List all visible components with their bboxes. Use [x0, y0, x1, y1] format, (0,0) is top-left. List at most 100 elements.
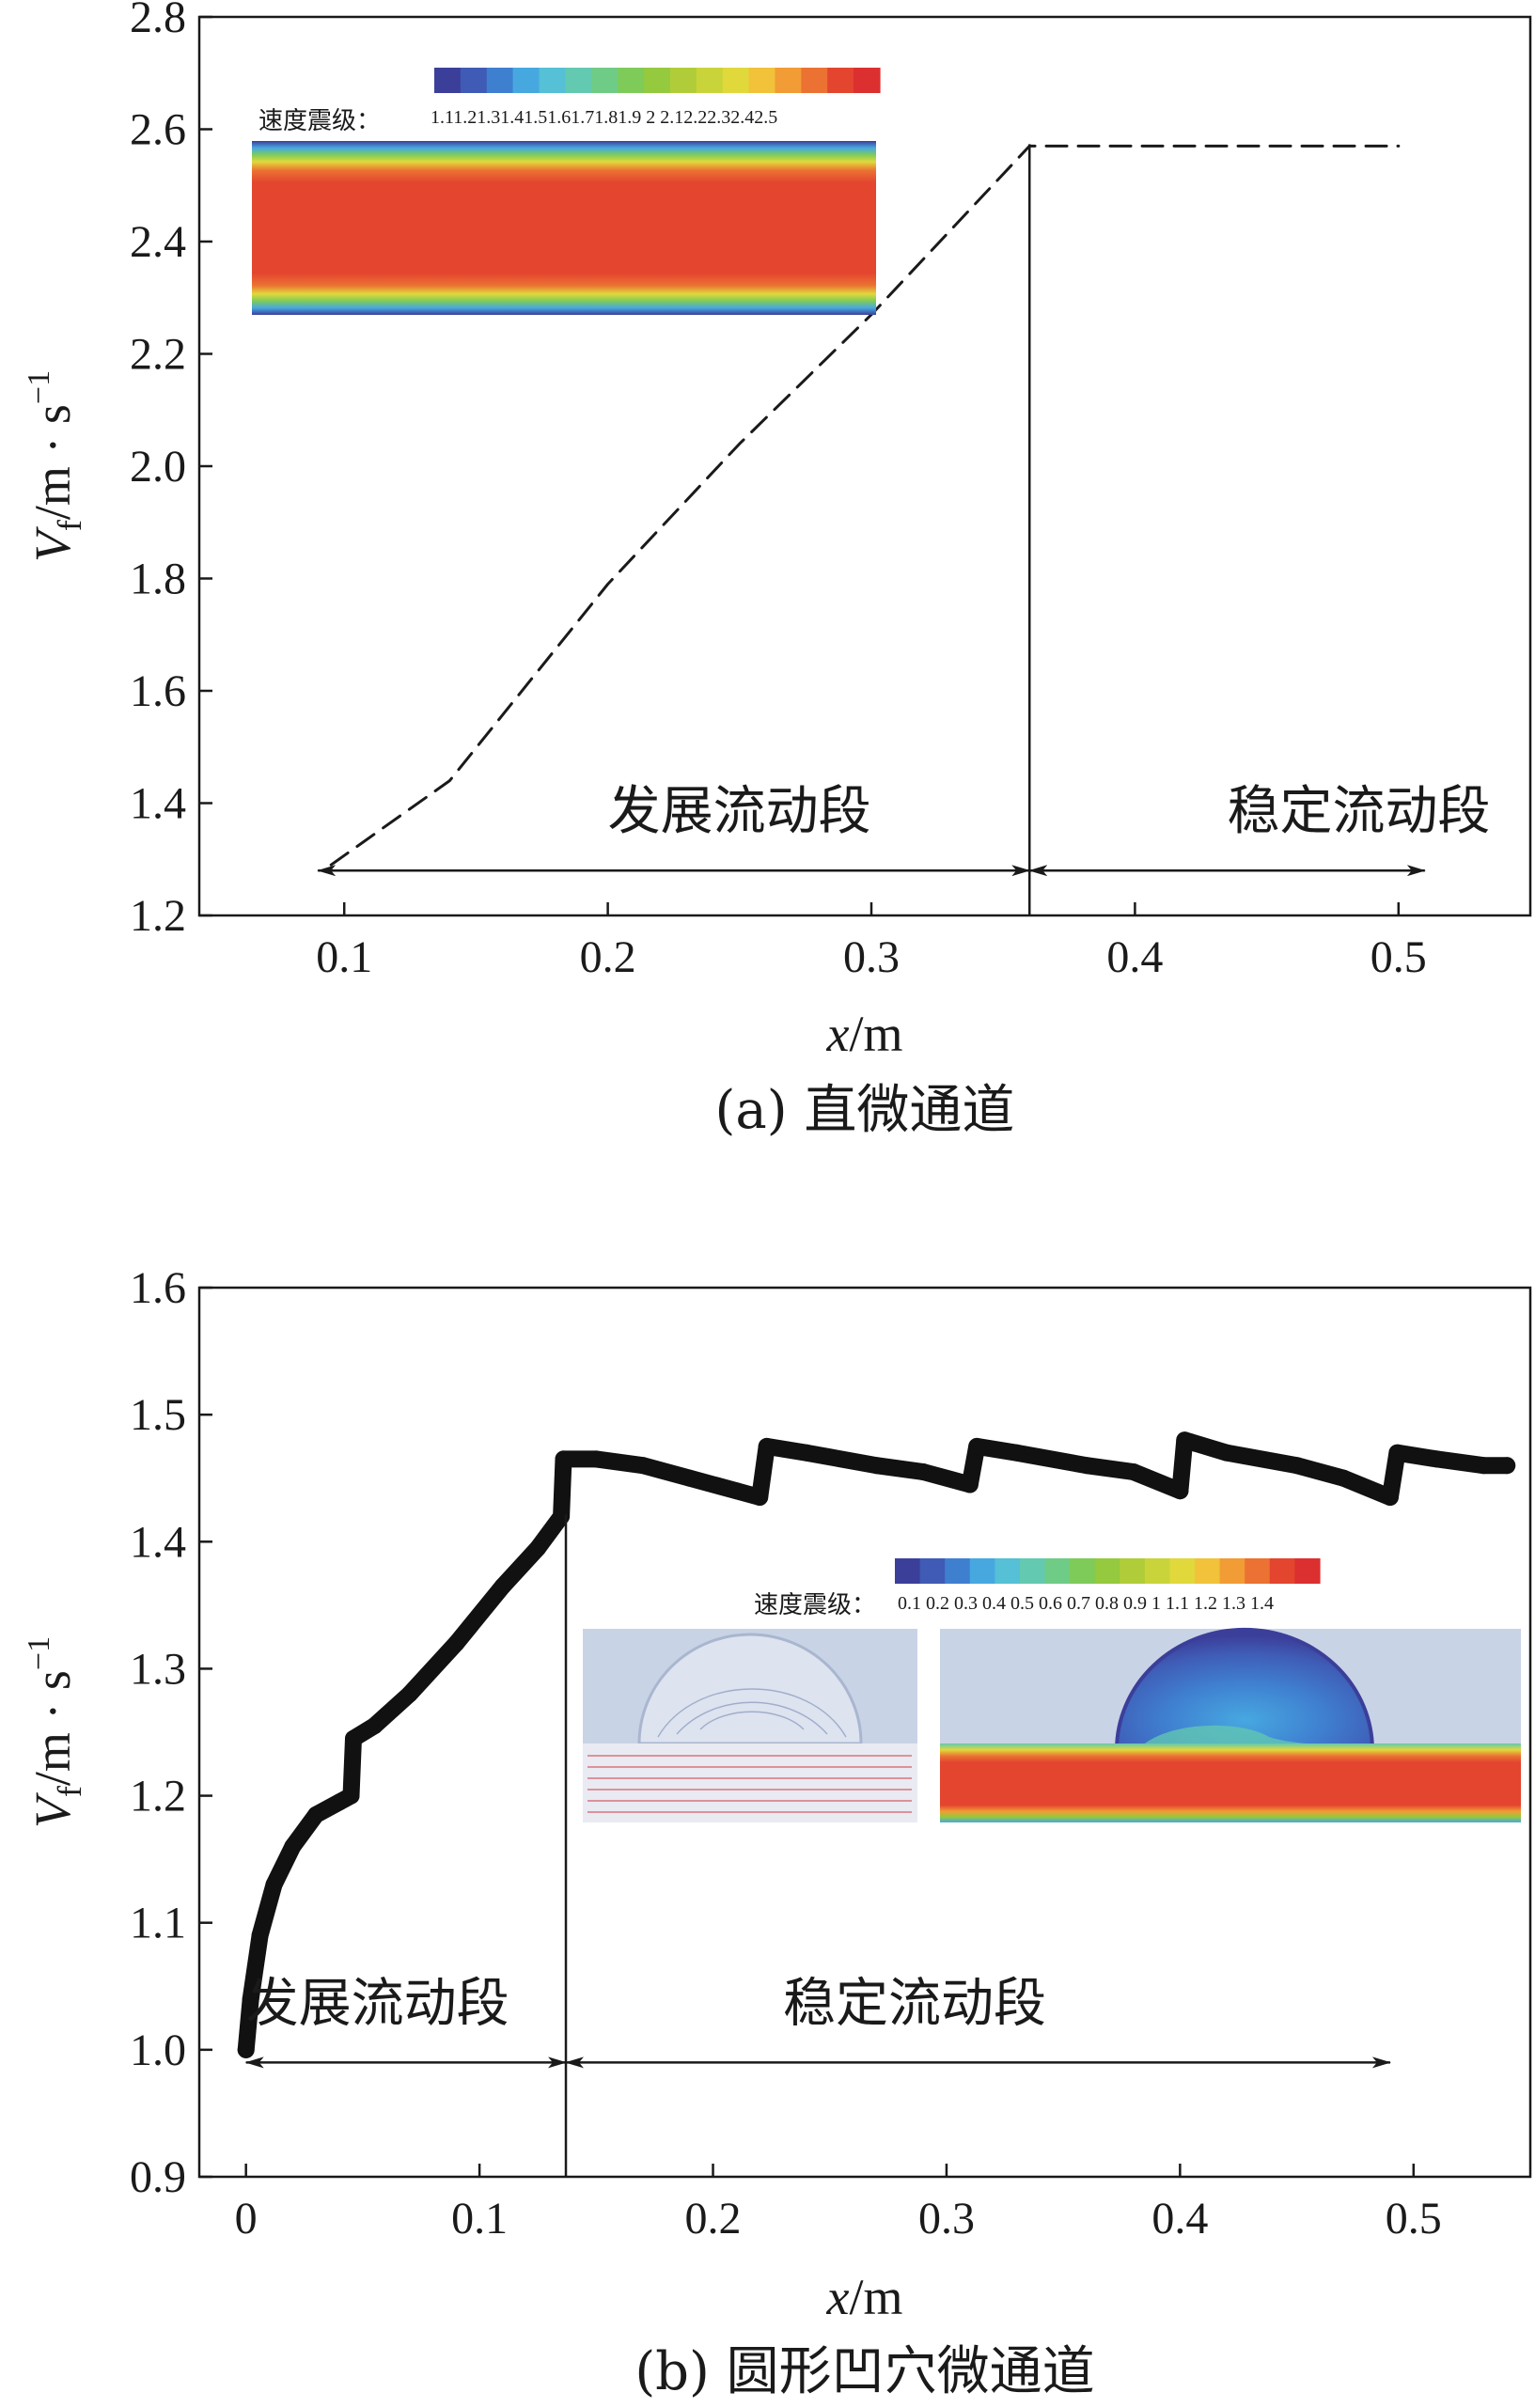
x-tick-label: 0.1 — [316, 932, 372, 982]
y-tick-label: 1.3 — [130, 1644, 186, 1694]
colorbar-swatch — [969, 1558, 995, 1584]
colorbar-swatch — [748, 68, 776, 93]
colorbar-swatch — [1120, 1558, 1146, 1584]
y-tick-label: 2.4 — [130, 217, 186, 267]
y-tick-label: 1.2 — [130, 1772, 186, 1822]
data-point — [728, 1482, 745, 1500]
y-tick-label: 1.4 — [130, 779, 186, 829]
colorbar-swatch — [1219, 1558, 1245, 1584]
data-point — [251, 1927, 269, 1945]
panel-b-chart: 0.9 1.0 1.1 1.2 1.3 1.4 1.5 1.6 0 0.1 0.2 0.3 0.4 0.… — [22, 1263, 1532, 2402]
data-point — [1388, 1444, 1406, 1462]
colorbar-title: 速度震级： — [258, 107, 381, 135]
y-tick-label: 1.8 — [130, 555, 186, 604]
colorbar-swatch — [1169, 1558, 1196, 1584]
data-point — [553, 1508, 571, 1525]
y-tick-label: 1.2 — [130, 891, 186, 941]
data-point — [447, 1634, 465, 1652]
data-point — [1475, 1457, 1493, 1475]
data-point — [307, 1806, 325, 1823]
x-tick-label: 0.2 — [685, 2194, 742, 2244]
data-point — [797, 1444, 815, 1462]
region-label: 稳定流动段 — [1228, 781, 1491, 842]
x-axis-title: x/m — [826, 1006, 903, 1062]
y-tick-label: 2.8 — [130, 0, 186, 42]
data-point — [265, 1876, 283, 1894]
y-tick-label: 1.6 — [130, 1263, 186, 1313]
y-tick-label: 1.4 — [130, 1517, 186, 1567]
data-point — [751, 1489, 769, 1506]
colorbar-swatch — [945, 1558, 971, 1584]
data-point — [1428, 1450, 1446, 1468]
y-tick-label: 2.6 — [130, 105, 186, 155]
x-tick-label: 0 — [235, 2194, 258, 2244]
inset-velocity-contour: 速度震级： 1.11.21.31.41.51.61.71.81.9 2 2.12… — [252, 68, 881, 315]
data-point — [242, 1990, 259, 2008]
colorbar-swatch — [512, 68, 540, 93]
colorbar-swatch — [434, 68, 462, 93]
series-line — [329, 144, 1401, 867]
data-point — [345, 1729, 362, 1747]
data-point — [587, 1450, 605, 1468]
colorbar-ticks: 0.1 0.2 0.3 0.4 0.5 0.6 0.7 0.8 0.9 1 1.… — [898, 1593, 1274, 1614]
y-tick-label: 2.0 — [130, 442, 186, 492]
colorbar-swatch — [722, 68, 750, 93]
contour-panel — [940, 1627, 1521, 1822]
colorbar-swatch — [775, 68, 802, 93]
y-tick-label: 1.0 — [130, 2025, 186, 2075]
y-tick-label: 1.5 — [130, 1390, 186, 1440]
panel-a-chart: 1.2 1.4 1.6 1.8 2.0 2.2 2.4 2.6 2.8 0.1 0.2 0.3 0.4… — [22, 0, 1532, 1141]
inset-cavity-flowfield: 速度震级： 0.1 0.2 0.3 0.4 0.5 0.6 0.7 0.8 0.… — [583, 1558, 1521, 1822]
data-point — [634, 1457, 651, 1475]
data-point — [758, 1437, 775, 1455]
colorbar-swatch — [1044, 1558, 1071, 1584]
panel-caption: (a) 直微通道 — [715, 1080, 1015, 1141]
colorbar-swatch — [565, 68, 592, 93]
data-point — [1176, 1431, 1194, 1449]
panel-caption: (b) 圆形凹穴微通道 — [634, 2341, 1094, 2402]
x-tick-label: 0.5 — [1371, 932, 1427, 982]
colorbar-swatch — [618, 68, 645, 93]
channel-contour — [252, 141, 876, 315]
data-point — [366, 1717, 384, 1735]
colorbar-swatch — [895, 1558, 921, 1584]
data-point — [555, 1450, 572, 1468]
colorbar-swatch — [854, 68, 881, 93]
colorbar-swatch — [696, 68, 724, 93]
colorbar-swatch — [486, 68, 514, 93]
region-label: 稳定流动段 — [783, 1973, 1046, 2034]
data-point — [1078, 1457, 1095, 1475]
x-tick-label: 0.2 — [580, 932, 636, 982]
data-point — [681, 1469, 698, 1487]
y-axis-title: Vf/m · s−1 — [22, 370, 88, 562]
colorbar-swatch — [827, 68, 854, 93]
x-tick-label: 0.4 — [1106, 932, 1163, 982]
data-point — [342, 1787, 360, 1805]
x-tick-label: 0.3 — [843, 932, 900, 982]
colorbar-swatch — [1195, 1558, 1221, 1584]
colorbar-swatch — [995, 1558, 1021, 1584]
colorbar-ticks: 1.11.21.31.41.51.61.71.81.9 2 2.12.22.32… — [431, 107, 777, 128]
data-point — [1218, 1444, 1236, 1462]
data-point — [968, 1437, 986, 1455]
colorbar-swatch — [669, 68, 697, 93]
colorbar-swatch — [1019, 1558, 1046, 1584]
colorbar-swatch — [1094, 1558, 1120, 1584]
data-point — [1171, 1482, 1189, 1500]
colorbar-swatch — [1294, 1558, 1321, 1584]
data-point — [868, 1457, 885, 1475]
data-point — [493, 1577, 511, 1595]
colorbar-swatch — [801, 68, 828, 93]
y-axis-title: Vf/m · s−1 — [22, 1636, 88, 1828]
data-point — [1498, 1457, 1516, 1475]
data-point — [1288, 1457, 1306, 1475]
y-tick-label: 1.1 — [130, 1899, 186, 1948]
data-point — [1124, 1463, 1142, 1480]
colorbar-swatch — [1269, 1558, 1295, 1584]
x-tick-label: 0.5 — [1386, 2194, 1442, 2244]
region-label: 发展流动段 — [608, 781, 871, 842]
colorbar-swatch — [539, 68, 566, 93]
x-tick-label: 0.4 — [1151, 2194, 1208, 2244]
region-label: 发展流动段 — [246, 1973, 509, 2034]
